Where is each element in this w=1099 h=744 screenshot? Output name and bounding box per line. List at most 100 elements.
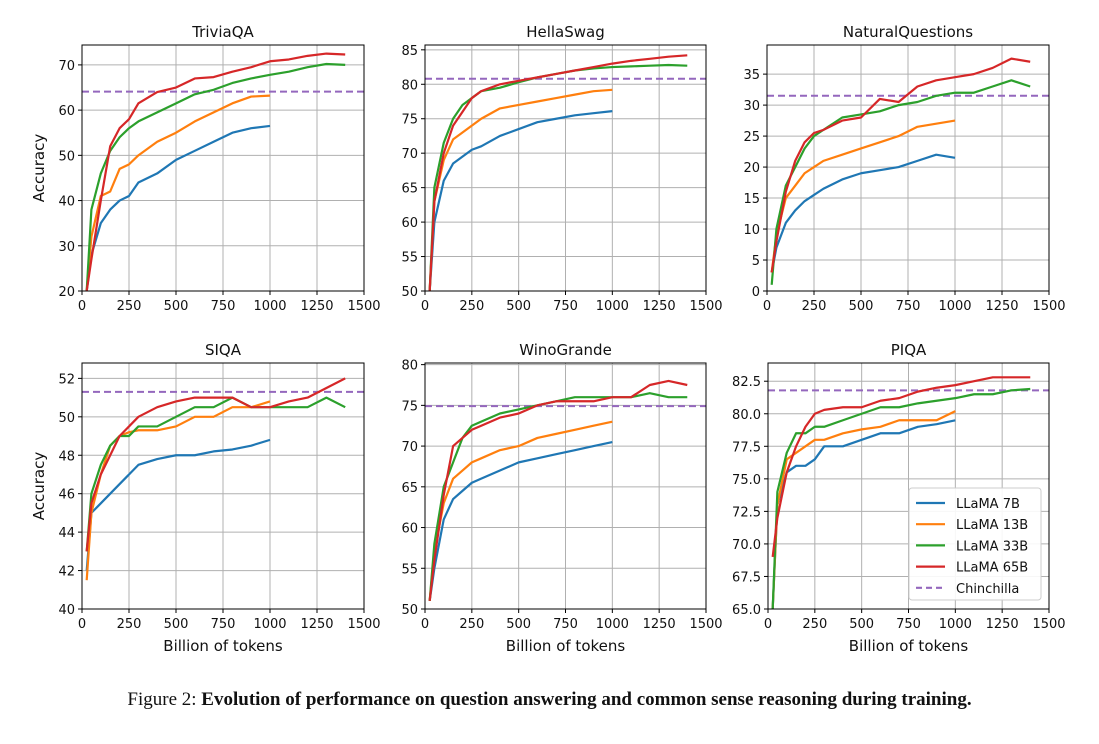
y-tick-label: 50: [58, 411, 75, 426]
x-tick-label: 500: [849, 299, 874, 314]
y-tick-label: 50: [401, 603, 418, 618]
y-axis-label: Accuracy: [30, 452, 48, 521]
plot-frame: [766, 44, 1050, 292]
series-llama-33b: [428, 392, 688, 601]
panel-naturalquestions: 0 250 500 750 1000 1250 1500 0 5 10 15 20 25 30 35 Natu…: [743, 23, 1065, 314]
x-tick-label: 1000: [253, 617, 286, 632]
x-tick-label: 750: [211, 617, 236, 632]
series-llama-13b: [428, 88, 613, 291]
y-tick-label: 30: [58, 240, 75, 255]
y-tick-label: 70: [58, 59, 75, 74]
y-tick-label: 20: [743, 161, 760, 176]
y-tick-label: 50: [58, 149, 75, 164]
y-axis-label: Accuracy: [30, 134, 48, 203]
x-tick-label: 0: [764, 617, 772, 632]
x-tick-label: 1500: [689, 617, 722, 632]
panel-title: PIQA: [891, 341, 927, 359]
plot-frame: [767, 362, 1050, 610]
panel-title: WinoGrande: [519, 341, 612, 359]
series-llama-33b: [770, 79, 1031, 285]
y-tick-label: 70: [401, 440, 418, 455]
x-tick-label: 750: [553, 617, 578, 632]
plot-frame: [424, 44, 707, 292]
y-tick-label: 67.5: [732, 570, 761, 585]
series-llama-7b: [428, 440, 613, 602]
x-tick-label: 1000: [596, 299, 629, 314]
y-tick-label: 77.5: [732, 440, 761, 455]
panel-triviaqa: 0 250 500 750 1000 1250 1500 20 30 40 50 60 70 Trivia…: [30, 23, 381, 314]
panel-piqa: 0 250 500 750 1000 1250 1500 65.0 67.5 70.0 72.5 75…: [732, 341, 1066, 655]
y-tick-label: 40: [58, 603, 75, 618]
y-tick-label: 35: [743, 68, 760, 83]
y-tick-label: 65: [401, 182, 418, 197]
caption-text: Evolution of performance on question ans…: [201, 689, 972, 710]
x-tick-label: 1250: [643, 617, 676, 632]
y-tick-label: 46: [58, 488, 75, 503]
x-tick-label: 250: [802, 617, 827, 632]
x-tick-label: 1250: [643, 299, 676, 314]
y-tick-label: 60: [58, 104, 75, 119]
x-axis-label: Billion of tokens: [849, 637, 969, 655]
panel-title: TriviaQA: [191, 23, 254, 41]
series-llama-7b: [85, 124, 271, 291]
x-tick-label: 1000: [939, 617, 972, 632]
y-tick-label: 30: [743, 99, 760, 114]
x-tick-label: 1250: [300, 617, 333, 632]
y-tick-label: 55: [401, 251, 418, 266]
y-tick-label: 70.0: [732, 538, 761, 553]
x-tick-label: 250: [117, 617, 142, 632]
y-tick-label: 65.0: [732, 603, 761, 618]
series-llama-13b: [85, 94, 271, 291]
x-tick-label: 250: [459, 617, 484, 632]
x-tick-label: 1500: [347, 299, 380, 314]
panel-hellaswag: 0 250 500 750 1000 1250 1500 50 55 60 65 70 75 80 85 He…: [401, 23, 722, 314]
series-llama-33b: [771, 387, 1031, 609]
panel-title: NaturalQuestions: [843, 23, 973, 41]
x-tick-label: 1250: [300, 299, 333, 314]
y-tick-label: 82.5: [732, 375, 761, 390]
x-axis-label: Billion of tokens: [163, 637, 283, 655]
caption-prefix: Figure 2:: [127, 689, 202, 710]
y-tick-label: 52: [58, 372, 75, 387]
x-tick-label: 500: [506, 299, 531, 314]
y-tick-label: 48: [58, 449, 75, 464]
legend-label: LLaMA 13B: [956, 518, 1028, 533]
plot-frame: [424, 362, 707, 610]
y-tick-label: 5: [752, 254, 760, 269]
y-tick-label: 25: [743, 130, 760, 145]
legend-label: LLaMA 7B: [956, 497, 1020, 512]
x-tick-label: 1500: [347, 617, 380, 632]
series-llama-65b: [428, 379, 688, 601]
y-tick-label: 40: [58, 195, 75, 210]
x-tick-label: 1000: [596, 617, 629, 632]
x-tick-label: 1000: [938, 299, 971, 314]
y-tick-label: 42: [58, 565, 75, 580]
x-tick-label: 1500: [689, 299, 722, 314]
x-tick-label: 500: [506, 617, 531, 632]
x-tick-label: 500: [164, 617, 189, 632]
x-tick-label: 0: [421, 299, 429, 314]
panel-title: SIQA: [205, 341, 242, 359]
y-tick-label: 60: [401, 216, 418, 231]
y-tick-label: 85: [401, 44, 418, 59]
series-llama-7b: [85, 438, 271, 571]
series-llama-33b: [85, 62, 346, 291]
plot-frame: [81, 44, 365, 292]
y-tick-label: 20: [58, 285, 75, 300]
y-tick-label: 80: [401, 78, 418, 93]
x-tick-label: 750: [896, 299, 921, 314]
legend-frame: [908, 487, 1042, 601]
legend-label: LLaMA 33B: [956, 539, 1028, 554]
y-tick-label: 60: [401, 522, 418, 537]
legend-label: LLaMA 65B: [956, 561, 1028, 576]
y-tick-label: 44: [58, 526, 75, 541]
x-tick-label: 1000: [253, 299, 286, 314]
x-tick-label: 1250: [986, 617, 1019, 632]
x-tick-label: 0: [78, 299, 86, 314]
series-llama-7b: [771, 419, 956, 609]
series-llama-65b: [771, 376, 1031, 558]
series-llama-65b: [85, 377, 346, 552]
series-llama-7b: [428, 110, 613, 291]
y-tick-label: 0: [752, 285, 760, 300]
